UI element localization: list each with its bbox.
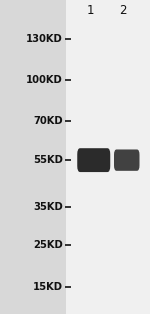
Text: 130KD: 130KD (26, 34, 63, 44)
Text: 55KD: 55KD (33, 155, 63, 165)
Text: 15KD: 15KD (33, 282, 63, 292)
Text: 25KD: 25KD (33, 240, 63, 250)
Text: 100KD: 100KD (26, 75, 63, 85)
Text: 1: 1 (86, 4, 94, 18)
Text: 70KD: 70KD (33, 116, 63, 126)
FancyBboxPatch shape (66, 0, 150, 314)
Text: 2: 2 (119, 4, 127, 18)
FancyBboxPatch shape (114, 149, 140, 171)
Text: 35KD: 35KD (33, 202, 63, 212)
FancyBboxPatch shape (77, 148, 110, 172)
